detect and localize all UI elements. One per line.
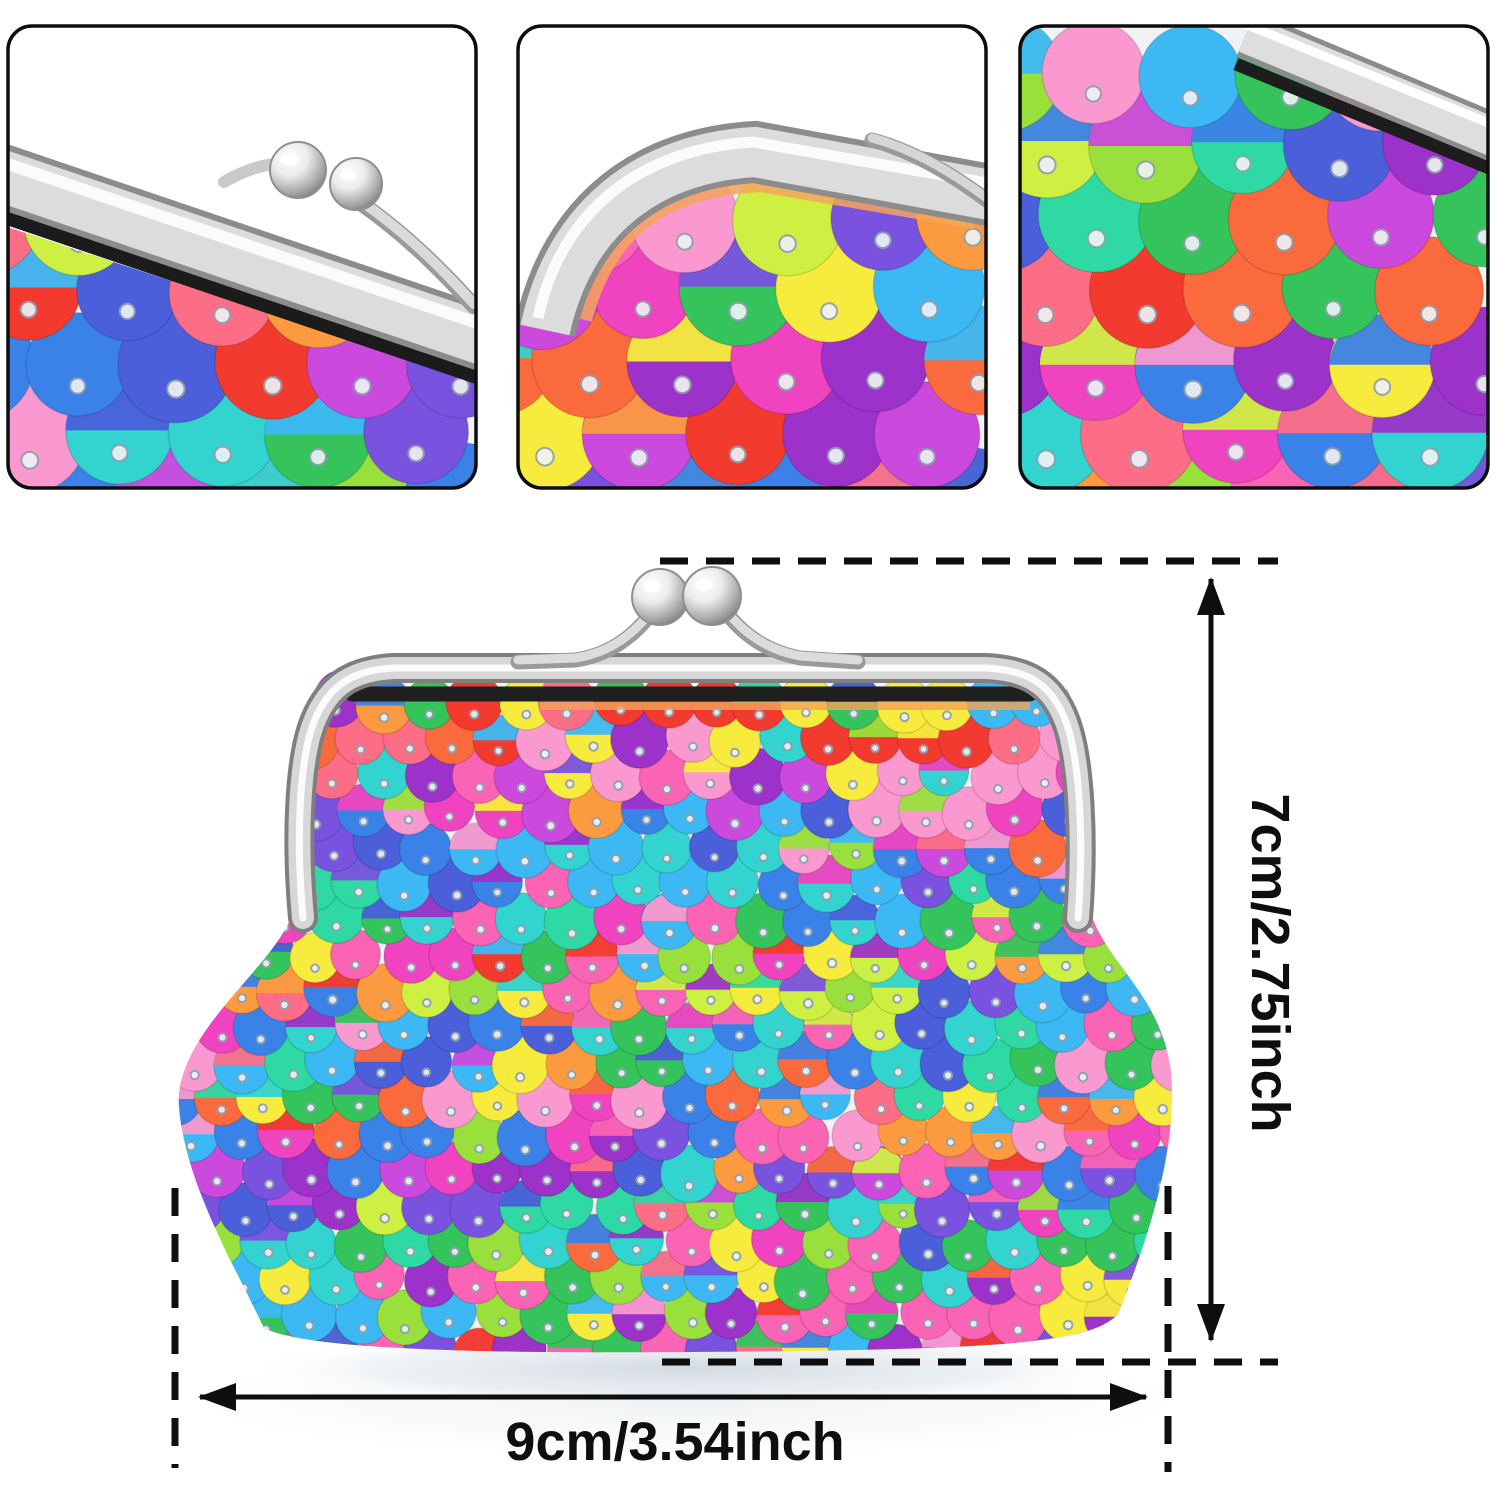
sequin [1174, 786, 1226, 838]
width-dimension-label: 9cm/3.54inch [505, 1412, 844, 1472]
sequin [178, 852, 198, 905]
sequin [191, 714, 247, 769]
sequin [218, 816, 273, 870]
sequin [235, 857, 293, 915]
sequin [1178, 1070, 1232, 1124]
sequin [178, 819, 221, 873]
sequin [1081, 712, 1137, 768]
sequin [185, 923, 244, 982]
kiss-lock-clasp [510, 566, 866, 670]
sequin [188, 854, 246, 912]
sequin [1150, 1037, 1172, 1093]
sequin [1150, 745, 1172, 806]
sequin [120, 1250, 175, 1305]
sequin [1105, 885, 1165, 945]
sequin [1158, 818, 1172, 875]
sequin [194, 1289, 250, 1345]
sequin [185, 784, 246, 844]
sequin [1110, 742, 1169, 800]
sequin [1179, 1144, 1232, 1197]
sequin [1131, 925, 1172, 979]
sequin [1151, 887, 1172, 942]
purse-frame [284, 653, 1096, 933]
panel-2-photo [518, 26, 986, 488]
sequin [1127, 856, 1172, 911]
sequin [1112, 678, 1167, 733]
sequin [178, 1247, 221, 1307]
clasp-ball [269, 141, 327, 199]
sequin [178, 960, 220, 1018]
panel-1-photo [8, 26, 476, 488]
sequin [178, 740, 181, 800]
sequin [118, 818, 170, 870]
dimension-annotations: 7cm/2.75inch 9cm/3.54inch [171, 557, 1300, 1472]
sequin [178, 962, 180, 1020]
sequin [1138, 26, 1243, 129]
sequin [1154, 963, 1172, 1018]
purse-frame-edge [1233, 26, 1488, 177]
sequin [1154, 670, 1172, 729]
sequin [1041, 26, 1146, 125]
sequin [236, 780, 289, 833]
sequin [178, 710, 196, 768]
sequin [117, 1107, 174, 1164]
sequin [178, 674, 220, 733]
sequin [118, 889, 170, 941]
sequin [1152, 1322, 1172, 1353]
panel-1-border [6, 24, 478, 490]
sequin [1104, 819, 1158, 873]
sequin [212, 744, 271, 803]
sequin [1133, 713, 1172, 768]
sequin [117, 1037, 171, 1091]
detail-panel-sequins [1018, 24, 1490, 490]
sequin [1088, 780, 1141, 832]
sequin [1149, 1250, 1172, 1306]
sequin [1180, 926, 1234, 980]
sequin [121, 1321, 178, 1378]
sequin [119, 1182, 171, 1234]
sequin [178, 895, 220, 947]
purse-frame-corner [518, 120, 986, 338]
clasp-ball-right [682, 566, 742, 626]
kiss-lock-close-up [218, 141, 476, 314]
sequin [120, 679, 174, 733]
sequin [178, 1323, 226, 1353]
purse-frame-bar [8, 141, 476, 389]
sequin [1130, 1283, 1172, 1341]
detail-panel-clasp [6, 24, 478, 490]
clasp-ball-left [631, 568, 689, 626]
sequin [1178, 850, 1236, 908]
sequin [218, 677, 274, 734]
sequin [237, 712, 293, 768]
coin-purse-photo [117, 566, 1236, 1460]
panel-2-border [516, 24, 988, 490]
sequin [1173, 1211, 1228, 1266]
panel-3-border [1018, 24, 1490, 490]
sequin [178, 749, 220, 804]
detail-panel-frame-corner [516, 24, 988, 490]
sequin [178, 921, 201, 979]
sequin [209, 891, 269, 951]
sequin [778, 674, 834, 729]
height-dimension-label: 7cm/2.75inch [1240, 793, 1300, 1132]
clasp-ball [329, 157, 383, 211]
sequin [178, 994, 205, 1053]
sequin [178, 779, 202, 838]
sequin [1130, 785, 1172, 839]
sequin-fabric [8, 218, 476, 488]
